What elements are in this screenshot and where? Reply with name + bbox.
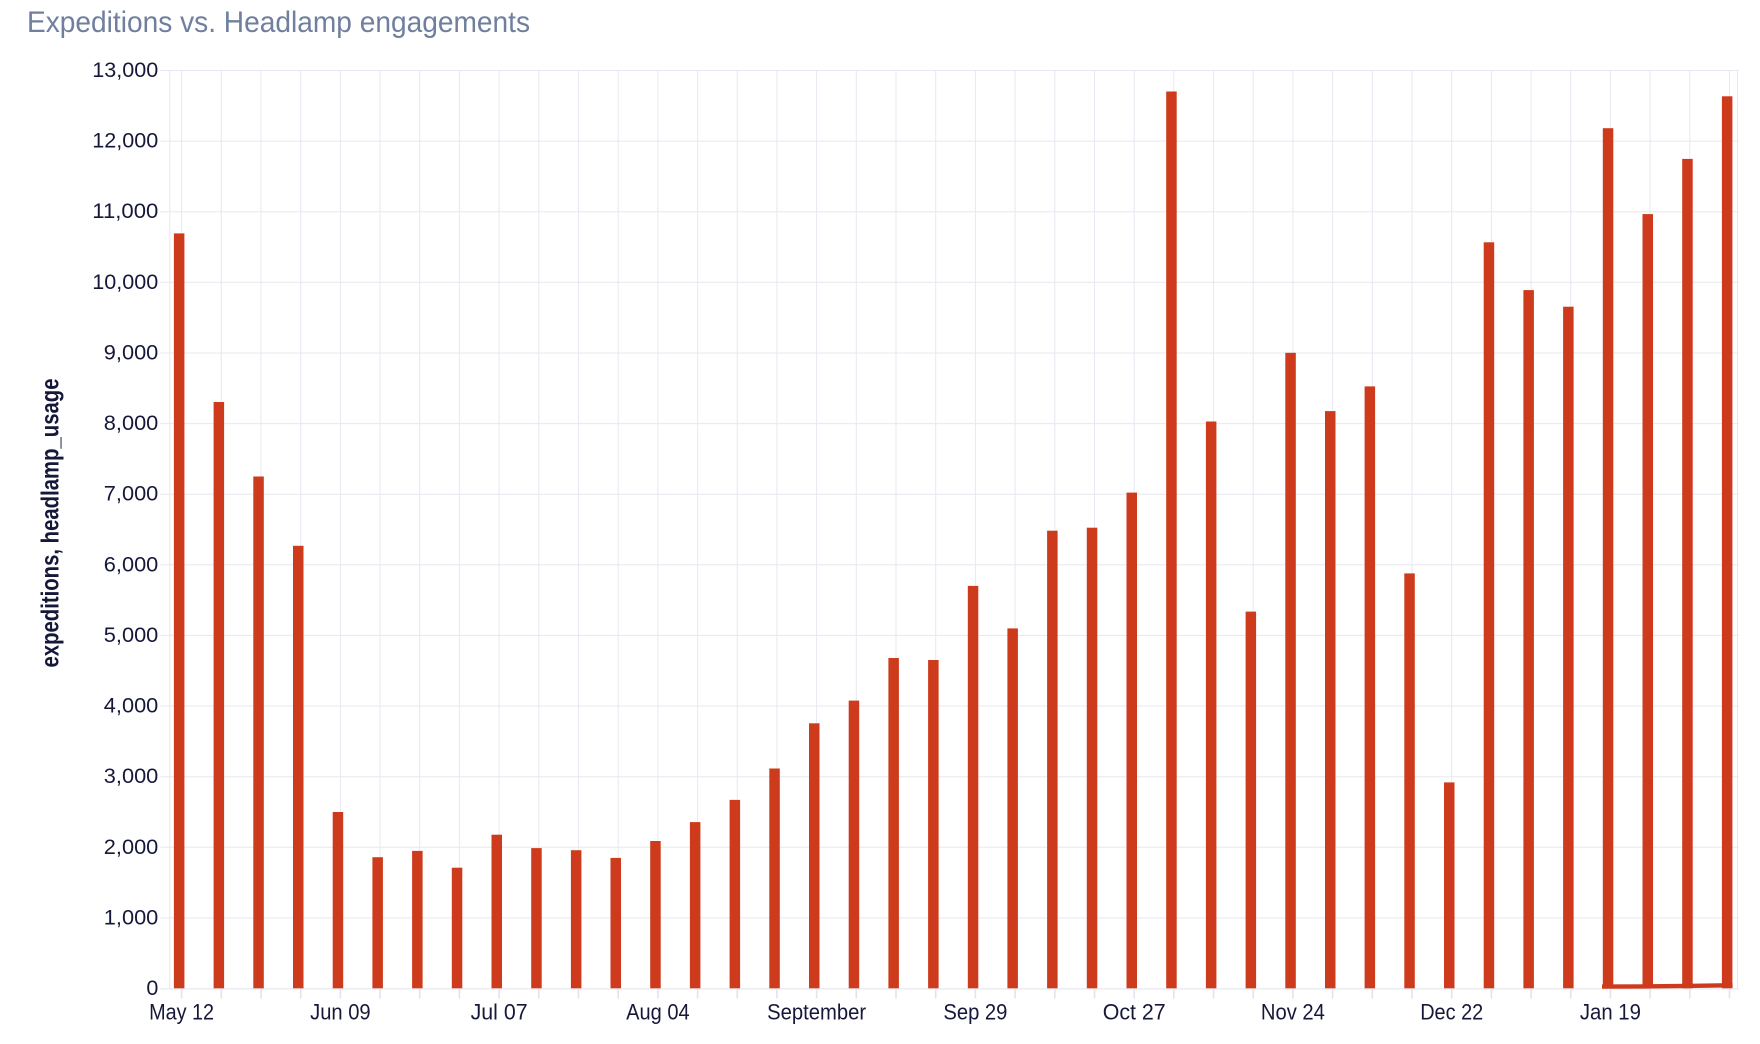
svg-text:10,000: 10,000 xyxy=(92,270,158,294)
svg-text:expeditions, headlamp_usage: expeditions, headlamp_usage xyxy=(37,378,65,667)
svg-text:Nov 24: Nov 24 xyxy=(1261,1000,1325,1025)
svg-text:Expeditions vs. Headlamp engag: Expeditions vs. Headlamp engagements xyxy=(27,6,530,39)
svg-text:12,000: 12,000 xyxy=(92,129,158,153)
svg-text:Aug 04: Aug 04 xyxy=(626,1000,690,1025)
svg-text:Jun 09: Jun 09 xyxy=(310,1000,371,1025)
svg-text:Jan 19: Jan 19 xyxy=(1580,1000,1641,1025)
svg-text:1,000: 1,000 xyxy=(104,905,159,929)
svg-text:September: September xyxy=(767,1000,866,1025)
svg-text:0: 0 xyxy=(146,976,158,1000)
svg-text:5,000: 5,000 xyxy=(104,623,159,647)
svg-text:7,000: 7,000 xyxy=(104,482,159,506)
svg-text:Jul 07: Jul 07 xyxy=(471,1000,528,1025)
svg-text:11,000: 11,000 xyxy=(92,199,158,223)
svg-text:4,000: 4,000 xyxy=(104,694,159,718)
svg-text:Oct 27: Oct 27 xyxy=(1103,1000,1166,1025)
svg-text:2,000: 2,000 xyxy=(104,835,159,859)
svg-text:9,000: 9,000 xyxy=(104,341,159,365)
svg-text:6,000: 6,000 xyxy=(104,552,159,576)
svg-text:May 12: May 12 xyxy=(149,1000,214,1025)
svg-text:8,000: 8,000 xyxy=(104,411,159,435)
svg-text:Sep 29: Sep 29 xyxy=(943,1000,1007,1025)
svg-text:13,000: 13,000 xyxy=(92,58,158,82)
svg-text:Dec 22: Dec 22 xyxy=(1420,1000,1483,1025)
svg-text:3,000: 3,000 xyxy=(104,764,159,788)
